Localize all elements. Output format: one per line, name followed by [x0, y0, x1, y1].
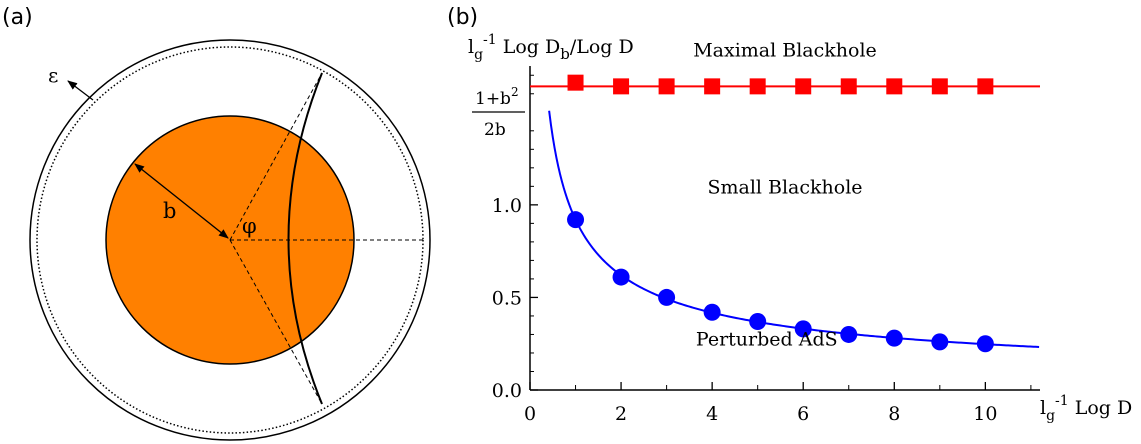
- maximal-blackhole-point: [931, 78, 948, 95]
- special-ytick-denominator: 2b: [484, 120, 506, 140]
- axis-ticks: 0 2 4 6 8 10 0.0 0.5 1.0: [492, 74, 1032, 425]
- annotation-small-blackhole: Small Blackhole: [707, 177, 862, 199]
- y-tick-label-1: 1.0: [492, 195, 522, 217]
- panel-a-label: (a): [2, 5, 33, 30]
- annotation-maximal-blackhole: Maximal Blackhole: [693, 40, 877, 62]
- maximal-blackhole-point: [567, 74, 584, 91]
- radius-label: b: [163, 199, 176, 223]
- special-ytick-numerator: 1+b2: [475, 85, 519, 109]
- small-blackhole-point: [976, 335, 994, 353]
- special-ytick-label: 1+b2 2b: [472, 85, 525, 140]
- small-blackhole-point: [612, 268, 630, 286]
- maximal-blackhole-point: [840, 78, 857, 95]
- chart-panel-b: lg-1 Log Db/Log D lg-1 Log D 0 2 4 6 8 100.00…: [468, 32, 1132, 425]
- diagram-panel-a: ε b φ: [29, 39, 431, 441]
- maximal-blackhole-point: [749, 78, 766, 95]
- maximal-blackhole-point: [977, 78, 994, 95]
- panel-b-label: (b): [447, 5, 478, 30]
- small-blackhole-point: [931, 333, 949, 351]
- small-blackhole-point: [658, 288, 676, 306]
- maximal-blackhole-point: [658, 78, 675, 95]
- x-axis-title: lg-1 Log D: [1040, 393, 1132, 424]
- x-tick-label-4: 4: [706, 403, 718, 425]
- epsilon-arrow: [67, 80, 94, 101]
- maximal-blackhole-point: [704, 78, 721, 95]
- maximal-blackhole-point: [613, 78, 630, 95]
- outer-boundary-circle: [29, 39, 431, 441]
- y-tick-label-0.5: 0.5: [492, 287, 522, 309]
- x-tick-label-10: 10: [973, 403, 997, 425]
- small-blackhole-point: [749, 312, 767, 330]
- radius-arrow: [134, 163, 229, 239]
- x-tick-label-6: 6: [797, 403, 809, 425]
- annotation-layer: Maximal Blackhole Small Blackhole Perturbe…: [693, 40, 877, 351]
- annotation-perturbed-ads: Perturbed AdS: [696, 329, 838, 351]
- small-blackhole-fit-line: [548, 110, 1040, 348]
- x-tick-label-2: 2: [615, 403, 627, 425]
- small-blackhole-point: [794, 320, 812, 338]
- small-blackhole-point: [567, 211, 585, 229]
- small-blackhole-point: [703, 303, 721, 321]
- geodesic-curve: [287, 72, 323, 405]
- y-axis-title: lg-1 Log Db/Log D: [468, 32, 634, 63]
- dashed-ray-upper: [229, 72, 323, 241]
- angle-label: φ: [242, 214, 257, 238]
- series-layer: [530, 74, 1040, 353]
- x-tick-label-0: 0: [524, 403, 536, 425]
- small-blackhole-point: [885, 329, 903, 347]
- x-tick-label-8: 8: [888, 403, 900, 425]
- y-tick-label-0: 0.0: [492, 380, 522, 402]
- maximal-blackhole-point: [886, 78, 903, 95]
- epsilon-label: ε: [48, 63, 58, 87]
- maximal-blackhole-point: [795, 78, 812, 95]
- dashed-ray-lower: [229, 239, 323, 405]
- small-blackhole-point: [840, 325, 858, 343]
